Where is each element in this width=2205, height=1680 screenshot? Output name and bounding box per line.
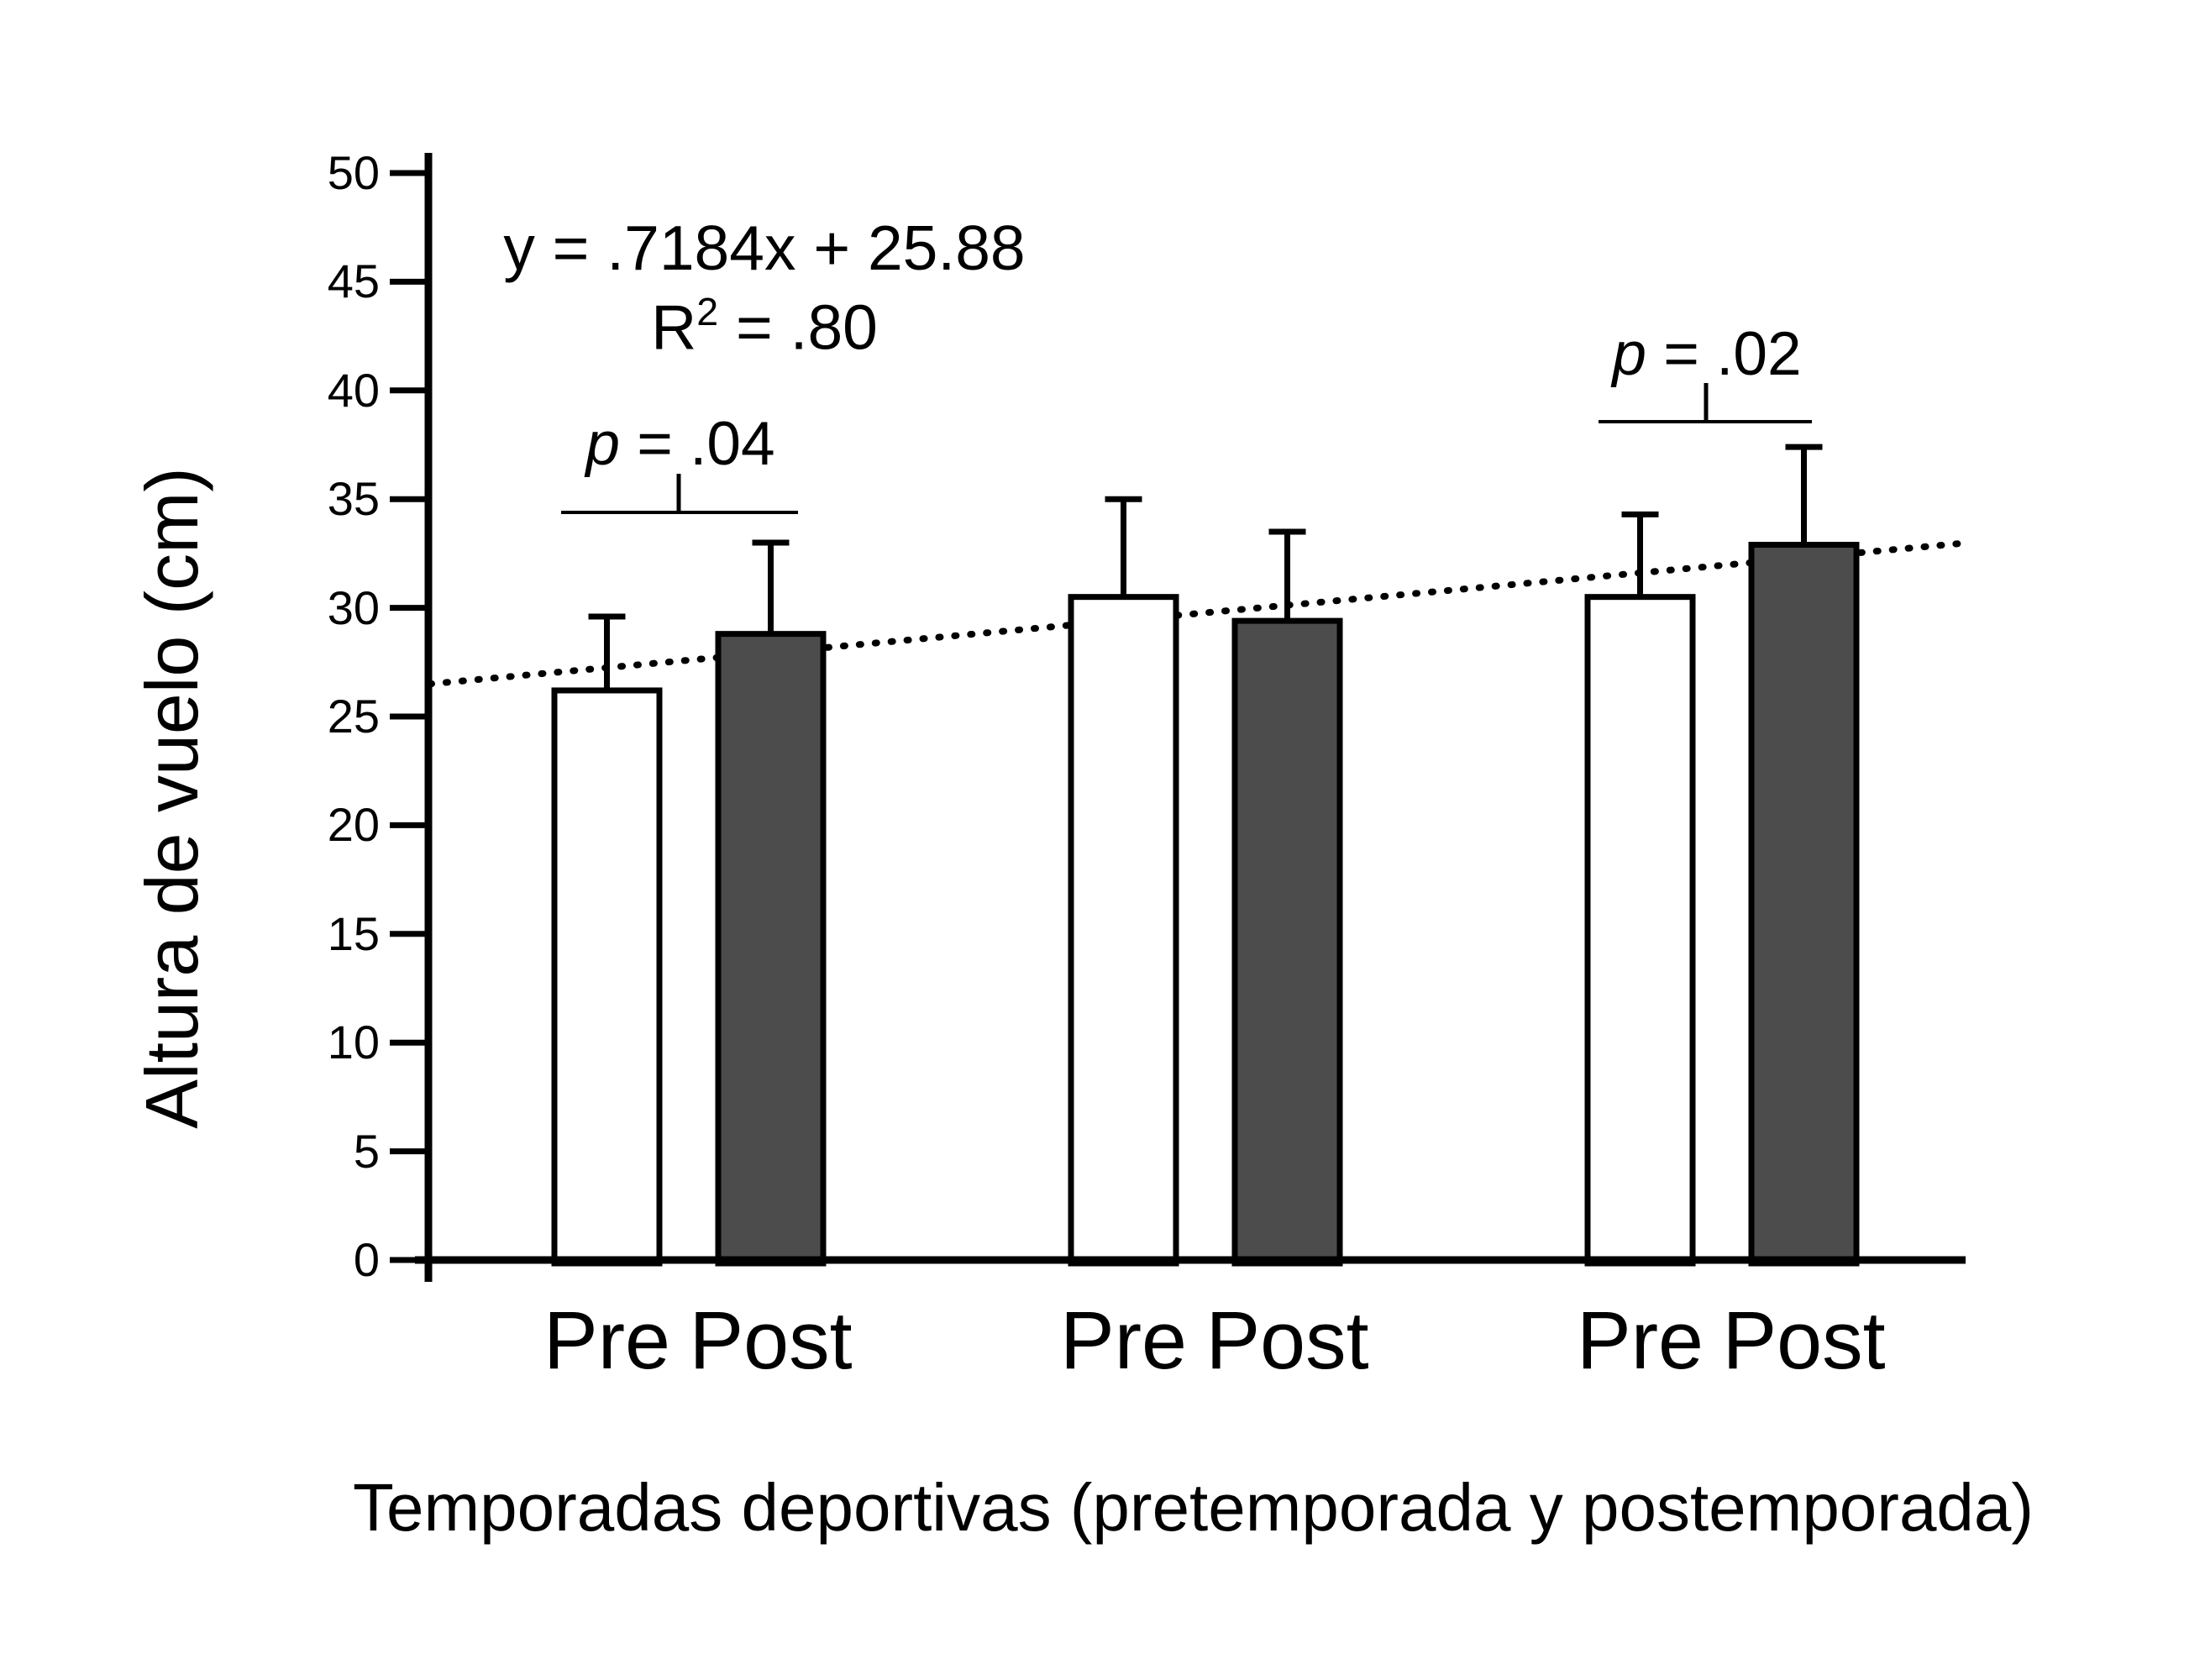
x-category-label-pre-group2: Pre [1060, 1294, 1187, 1386]
x-category-label-post-group1: Post [689, 1294, 853, 1386]
bar-post-group3 [1748, 542, 1860, 1267]
p2-italic: p [1612, 320, 1646, 388]
y-tick-label-25: 25 [327, 690, 380, 743]
y-tick-label-45: 45 [327, 255, 380, 308]
bar-post-group2 [1231, 617, 1343, 1267]
y-tick-label-15: 15 [327, 906, 380, 960]
y-tick-label-50: 50 [327, 146, 380, 199]
p2-value: = .02 [1646, 320, 1802, 388]
r-squared-superscript: 2 [696, 290, 719, 333]
bar-pre-group3 [1584, 594, 1696, 1267]
bar-post-group1 [715, 631, 827, 1267]
y-tick-label-35: 35 [327, 472, 380, 526]
p1-value: = .04 [619, 410, 775, 478]
r-squared-prefix: R [651, 291, 697, 363]
r-squared-label: R2 = .80 [260, 281, 1268, 360]
p1-italic: p [585, 410, 620, 478]
x-axis-title: Temporadas deportivas (pretemporada y po… [353, 1470, 2034, 1545]
y-tick-label-40: 40 [327, 363, 380, 417]
significance-label-pair3: p = .02 [1455, 323, 1959, 385]
bar-pre-group2 [1068, 594, 1179, 1267]
significance-label-pair1: p = .04 [428, 413, 932, 475]
y-tick-label-5: 5 [353, 1124, 380, 1178]
x-category-label-post-group2: Post [1205, 1294, 1369, 1386]
y-tick-label-0: 0 [353, 1233, 380, 1286]
x-category-label-pre-group3: Pre [1577, 1294, 1704, 1386]
y-tick-label-20: 20 [327, 798, 380, 852]
x-category-label-post-group3: Post [1722, 1294, 1886, 1386]
r-squared-value: = .80 [718, 291, 878, 363]
trendline-equation: y = .7184x + 25.88 [503, 213, 1026, 283]
bar-pre-group1 [551, 687, 663, 1267]
trend-line [427, 538, 1973, 688]
x-category-label-pre-group1: Pre [543, 1294, 670, 1386]
y-tick-label-30: 30 [327, 580, 380, 634]
y-tick-label-10: 10 [327, 1016, 380, 1069]
